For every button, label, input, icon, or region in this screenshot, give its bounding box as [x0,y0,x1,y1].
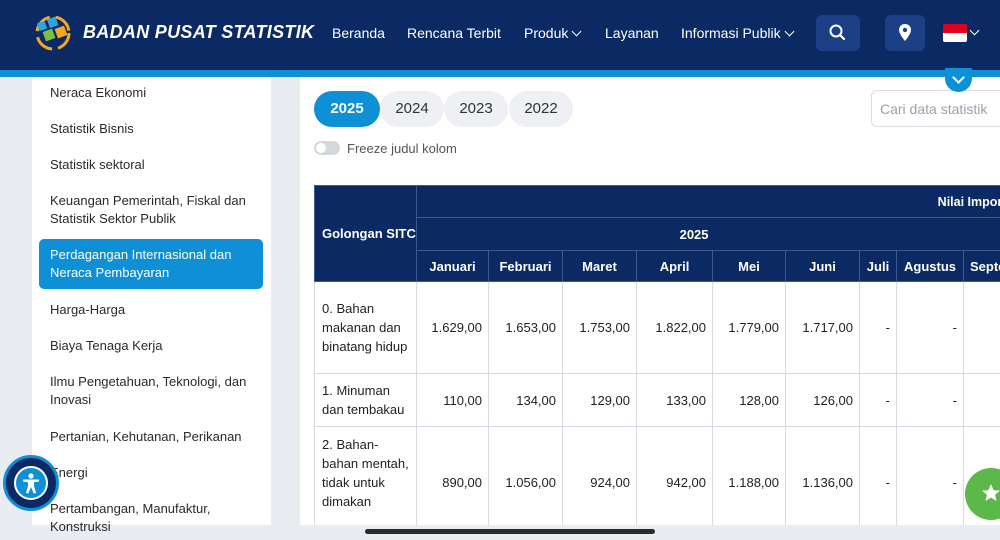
star-icon [982,484,1000,501]
table-cell [962,373,1000,427]
table-cell: - [859,373,897,427]
table-cell: - [859,281,897,374]
column-header-month: Maret [562,250,637,282]
sidebar-item-harga-harga[interactable]: Harga-Harga [50,302,126,317]
nav-label: Layanan [605,25,659,41]
accessibility-button[interactable] [3,455,59,511]
row-label: 0. Bahan makanan dan binatang hidup [314,281,417,374]
import-data-table: Golongan SITC Nilai Impor Bulanan Menuru… [314,185,1000,525]
search-icon [829,24,846,41]
sidebar-item-iptek-inovasi[interactable]: Ilmu Pengetahuan, Teknologi, dan Inovasi [50,374,247,407]
nav-label: Produk [524,25,569,41]
row-label: 1. Minuman dan tembakau [314,373,417,427]
table-cell: 1.188,00 [712,426,786,525]
sidebar-item-keuangan-pemerintah[interactable]: Keuangan Pemerintah, Fiskal dan Statisti… [50,193,246,226]
row-label: 2. Bahan-bahan mentah, tidak untuk dimak… [314,426,417,525]
site-header: BADAN PUSAT STATISTIK Beranda Rencana Te… [0,0,1000,70]
table-title-text: Nilai Impor Bulanan Menurut Golongan Bar… [937,194,1000,209]
table-cell: 942,00 [636,426,713,525]
table-year-text: 2025 [679,226,709,242]
column-header-month: April [636,250,713,282]
sidebar-item-energi[interactable]: Energi [50,465,88,480]
category-sidebar: Neraca Ekonomi Statistik Bisnis Statisti… [32,77,271,534]
sidebar-item-neraca-ekonomi[interactable]: Neraca Ekonomi [50,85,147,100]
sidebar-item-statistik-bisnis[interactable]: Statistik Bisnis [50,121,134,136]
bps-logo[interactable] [30,12,76,54]
location-pin-icon [899,24,911,41]
table-cell: 126,00 [785,373,860,427]
sidebar-item-pertambangan[interactable]: Pertambangan, Manufaktur, Konstruksi [50,501,211,534]
nav-beranda[interactable]: Beranda [332,25,385,41]
table-year-header: 2025 [415,217,1000,251]
table-cell: 1.753,00 [562,281,637,374]
scroll-down-button[interactable] [945,68,972,92]
table-cell: 129,00 [562,373,637,427]
sidebar-item-statistik-sektoral[interactable]: Statistik sektoral [50,157,145,172]
column-header-month: Januari [416,250,489,282]
table-row: 1. Minuman dan tembakau 110,00 134,00 12… [314,373,1000,427]
nav-label: Informasi Publik [681,25,781,41]
tab-year-2025[interactable]: 2025 [314,91,380,127]
table-title: Nilai Impor Bulanan Menurut Golongan Bar… [415,185,1000,218]
table-cell: 1.056,00 [488,426,563,525]
tab-year-2023[interactable]: 2023 [444,91,508,127]
table-cell: 890,00 [416,426,489,525]
nav-produk[interactable]: Produk [524,25,582,41]
table-cell: 110,00 [416,373,489,427]
sidebar-item-biaya-tenaga-kerja[interactable]: Biaya Tenaga Kerja [50,338,163,353]
data-table-container[interactable]: Golongan SITC Nilai Impor Bulanan Menuru… [314,185,1000,525]
sidebar-item-pertanian[interactable]: Pertanian, Kehutanan, Perikanan [50,429,242,444]
table-cell: 133,00 [636,373,713,427]
table-cell: 128,00 [712,373,786,427]
data-search-input[interactable]: Cari data statistik [871,90,1000,127]
home-indicator [365,529,655,534]
table-cell: 1.779,00 [712,281,786,374]
column-header-month: Juni [785,250,860,282]
site-brand[interactable]: BADAN PUSAT STATISTIK [83,22,315,42]
main-content: 2025 2024 2023 2022 Cari data statistik … [300,77,1000,525]
table-cell [962,281,1000,374]
freeze-column-toggle[interactable] [314,141,340,155]
table-cell: 1.822,00 [636,281,713,374]
nav-informasi-publik[interactable]: Informasi Publik [681,25,795,41]
tab-year-2024[interactable]: 2024 [380,91,444,127]
chevron-down-icon [784,26,795,37]
table-row: 2. Bahan-bahan mentah, tidak untuk dimak… [314,426,1000,525]
table-cell: 924,00 [562,426,637,525]
sidebar-item-perdagangan-internasional[interactable]: Perdagangan Internasional dan Neraca Pem… [39,239,263,289]
column-header-month: Februari [488,250,563,282]
column-header-month: Juli [859,250,897,282]
favorite-button[interactable] [965,468,1000,520]
nav-layanan[interactable]: Layanan [605,25,659,41]
nav-label: Beranda [332,25,385,41]
indonesia-flag-icon[interactable] [943,24,967,42]
table-cell: 1.717,00 [785,281,860,374]
nav-rencana-terbit[interactable]: Rencana Terbit [407,25,501,41]
column-header-month: Mei [712,250,786,282]
table-row: 0. Bahan makanan dan binatang hidup 1.62… [314,281,1000,374]
nav-label: Rencana Terbit [407,25,501,41]
location-button[interactable] [885,15,925,51]
table-cell: 134,00 [488,373,563,427]
header-accent-stripe [0,70,1000,77]
column-header-month: Agustus [896,250,964,282]
column-header-month: Septe [962,250,1000,282]
freeze-column-label: Freeze judul kolom [347,141,457,156]
table-cell: 1.629,00 [416,281,489,374]
search-button[interactable] [816,15,860,51]
chevron-down-icon [571,26,582,37]
table-cell: 1.136,00 [785,426,860,525]
table-cell: 1.653,00 [488,281,563,374]
chevron-down-icon[interactable] [969,25,980,36]
column-header-golongan: Golongan SITC [314,185,417,282]
table-cell: - [859,426,897,525]
tab-year-2022[interactable]: 2022 [509,91,573,127]
table-cell: - [896,373,964,427]
accessibility-icon [23,473,39,494]
table-cell: - [896,426,964,525]
table-cell: - [896,281,964,374]
